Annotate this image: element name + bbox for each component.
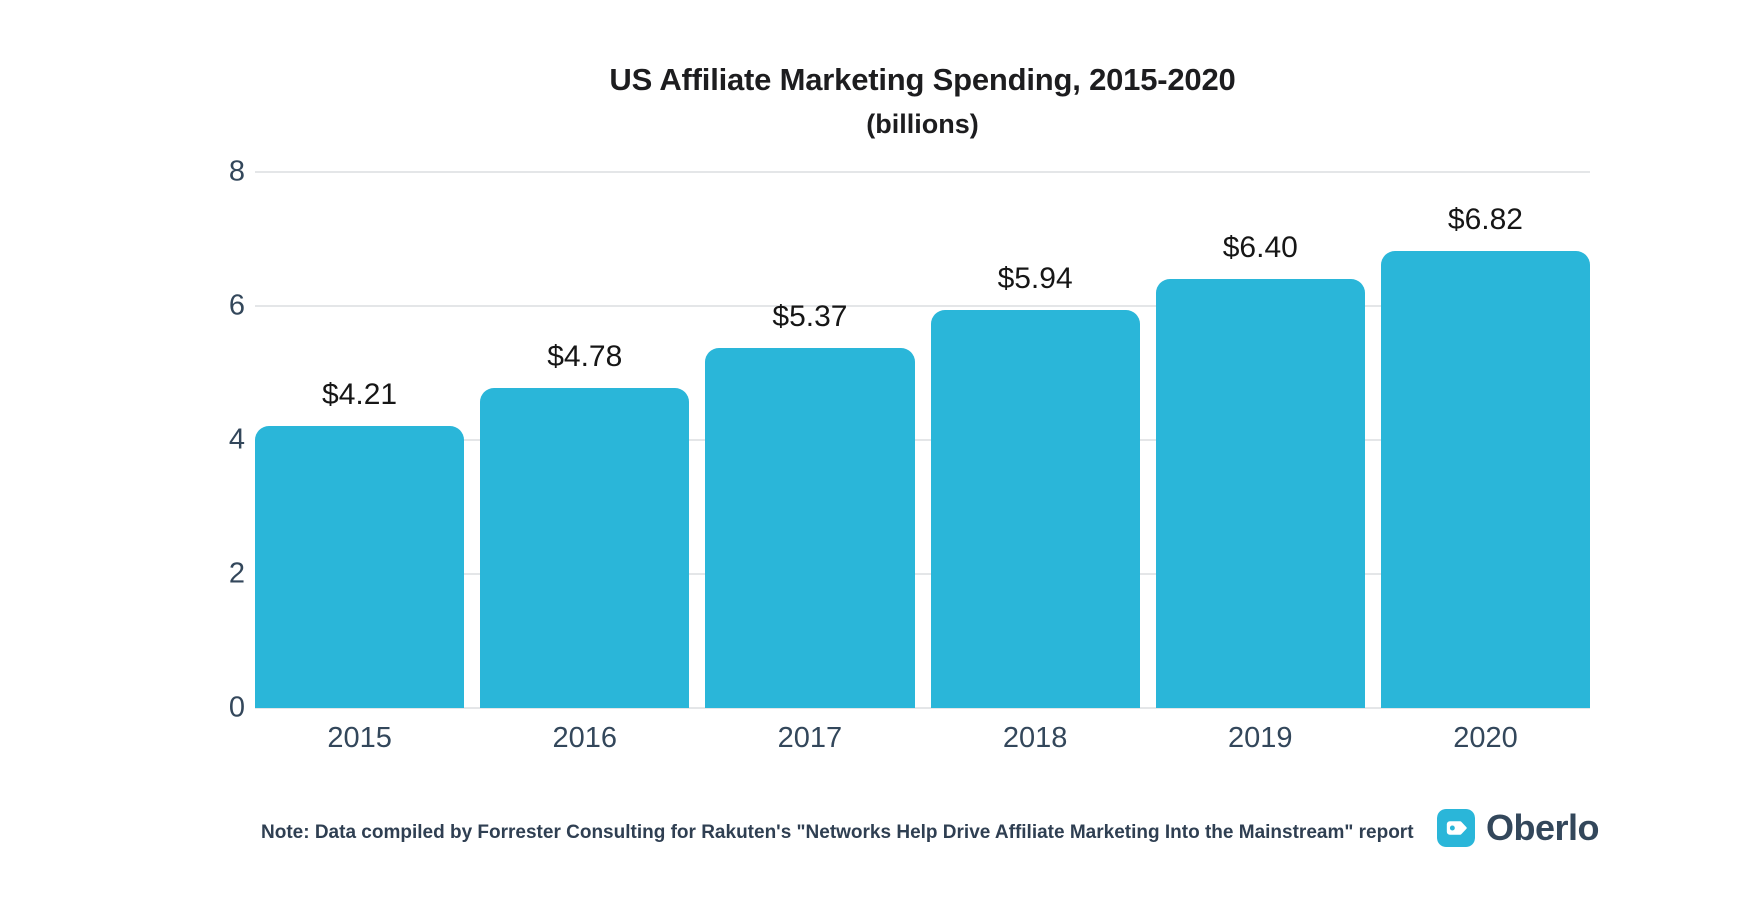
y-tick-label: 2	[228, 557, 245, 590]
source-note: Note: Data compiled by Forrester Consult…	[261, 822, 1414, 843]
bar-value-label: $4.21	[322, 377, 398, 411]
gridline	[255, 171, 1590, 173]
y-tick-label: 0	[228, 691, 245, 724]
bar-2017	[705, 348, 915, 708]
title-block: US Affiliate Marketing Spending, 2015-20…	[255, 62, 1590, 140]
bar-value-label: $5.94	[997, 262, 1073, 296]
plot-area: $4.21 $4.78 $5.37 $5.94 $6.40 $6.82	[255, 171, 1591, 709]
gridline	[255, 573, 1590, 575]
bar-2015	[255, 425, 465, 708]
bar-group-2016: $4.78	[480, 172, 690, 708]
y-tick-label: 8	[228, 155, 245, 188]
x-tick-label-2016: 2016	[552, 722, 618, 754]
x-tick-label-2019: 2019	[1228, 722, 1293, 754]
bar-2019	[1155, 279, 1365, 708]
bar-value-label: $6.82	[1447, 203, 1523, 237]
bar-2020	[1380, 251, 1591, 708]
y-tick-label: 6	[228, 289, 245, 322]
bar-value-label: $4.78	[547, 339, 623, 373]
x-tick-label-2020: 2020	[1453, 722, 1518, 754]
tag-icon	[1437, 809, 1475, 847]
gridlines	[255, 171, 1590, 709]
chart-title: US Affiliate Marketing Spending, 2015-20…	[609, 62, 1236, 97]
chart-subtitle: (billions)	[866, 109, 979, 139]
gridline	[255, 439, 1590, 441]
y-axis-labels: 0 2 4 6 8	[150, 157, 245, 722]
bar-group-2017: $5.37	[705, 172, 915, 708]
oberlo-logo: Oberlo	[1437, 807, 1600, 848]
x-tick-label-2018: 2018	[1002, 722, 1068, 754]
bar-2018	[930, 310, 1140, 708]
bar-group-2019: $6.40	[1155, 172, 1365, 708]
bar-series: $4.21 $4.78 $5.37 $5.94 $6.40 $6.82	[255, 172, 1591, 708]
bar-group-2018: $5.94	[930, 172, 1140, 708]
x-axis-labels: 2015 2016 2017 2018 2019 2020	[255, 722, 1590, 755]
y-tick-label: 4	[228, 423, 245, 456]
bar-group-2020: $6.82	[1380, 172, 1591, 708]
gridline	[255, 707, 1590, 709]
bar-value-label: $6.40	[1222, 231, 1298, 265]
x-tick-label-2017: 2017	[777, 722, 843, 754]
gridline	[255, 305, 1590, 307]
bar-value-label: $5.37	[772, 300, 848, 334]
bar-2016	[480, 387, 690, 708]
brand-name: Oberlo	[1486, 807, 1600, 848]
bar-group-2015: $4.21	[255, 172, 465, 708]
x-tick-label-2015: 2015	[327, 722, 392, 754]
